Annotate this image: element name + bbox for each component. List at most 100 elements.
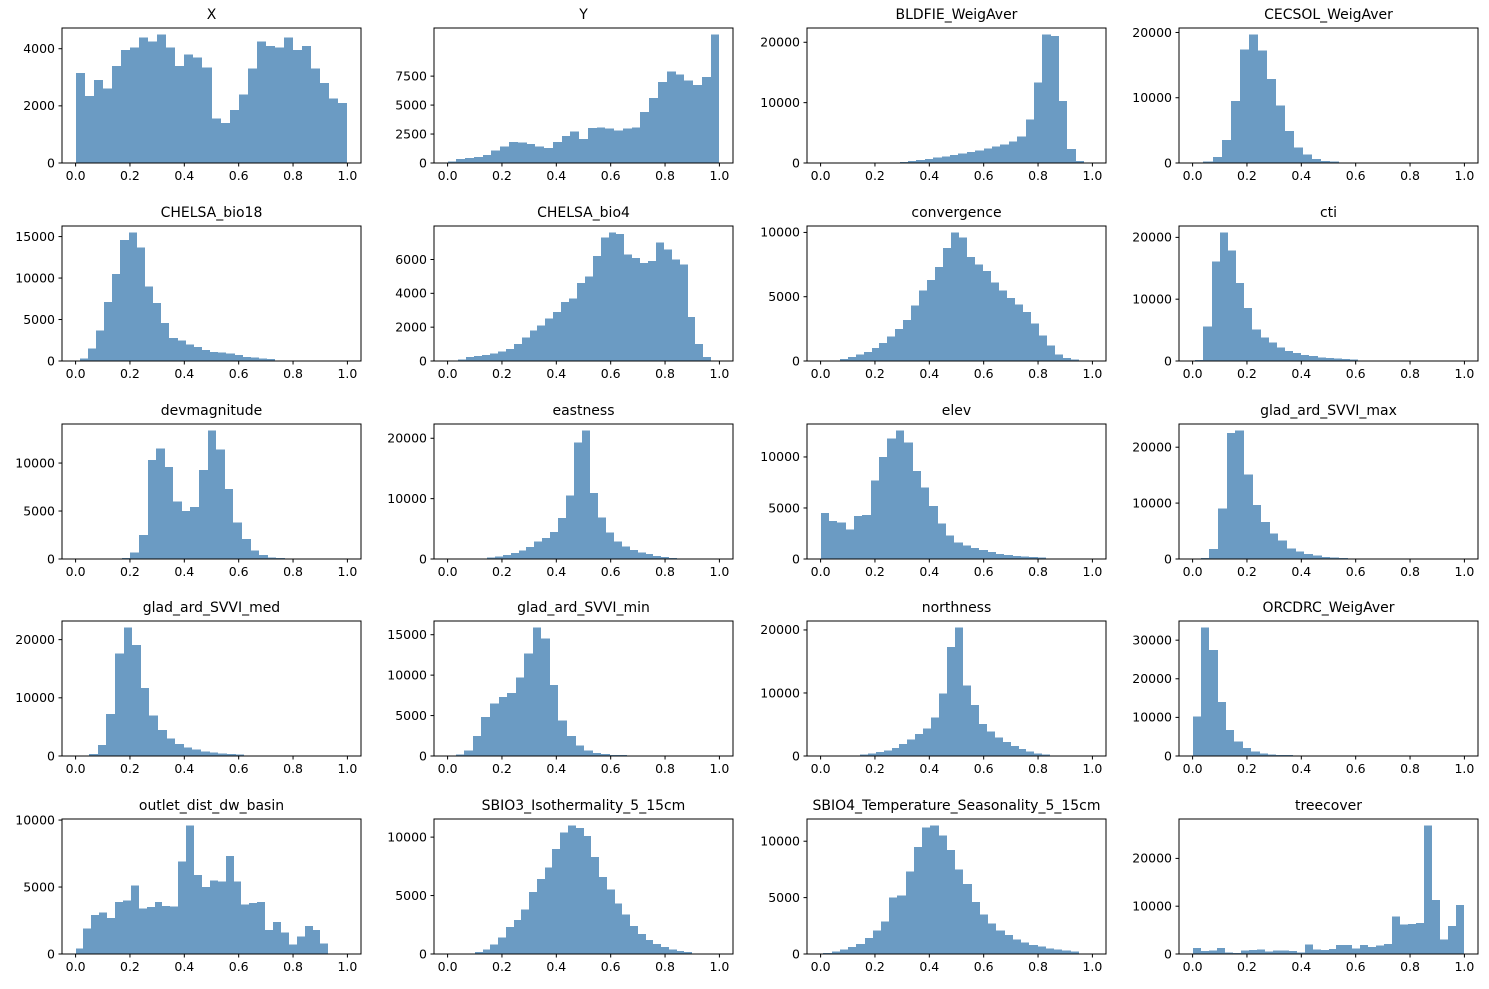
- histogram-bar: [632, 257, 641, 361]
- histogram-bar: [475, 952, 484, 955]
- x-tick-label: 0.2: [1237, 761, 1257, 776]
- histogram-bar: [1038, 335, 1047, 361]
- x-tick-label: 0.2: [1237, 959, 1257, 974]
- subplot-title: glad_ard_SVVI_max: [1260, 403, 1397, 419]
- histogram-bar: [593, 255, 602, 361]
- x-tick-label: 0.6: [229, 366, 249, 381]
- subplot-canvas: 0.0 0.2 0.4 0.6 0.8 1.0 0 10000 20000 glad_ard_SV…: [15, 600, 362, 776]
- histogram-bar: [162, 905, 170, 955]
- histogram-bar: [130, 47, 139, 163]
- histogram-bar: [1018, 749, 1026, 757]
- subplot-title: convergence: [911, 205, 1001, 221]
- x-tick-label: 1.0: [710, 959, 730, 974]
- y-tick-label: 10000: [760, 449, 800, 464]
- x-tick-label: 0.0: [1182, 366, 1202, 381]
- histogram-bar: [123, 900, 131, 955]
- axes-frame: [1178, 818, 1479, 955]
- histogram-bar: [921, 827, 930, 955]
- histogram-bar: [503, 554, 512, 559]
- histogram-bar: [83, 928, 91, 955]
- histogram-bar: [132, 645, 141, 757]
- histogram-bar: [888, 897, 897, 955]
- histogram-bar: [847, 947, 856, 955]
- subplot-SBIO4_Temperature_Seasonality_5_15cm: 0.0 0.2 0.4 0.6 0.8 1.0 0 5000 10000 SBIO4_Temper…: [745, 791, 1117, 989]
- histogram-bar: [576, 745, 585, 757]
- histogram-bar: [914, 734, 923, 757]
- y-tick-label: 20000: [15, 632, 55, 647]
- histogram-bar: [688, 316, 696, 361]
- histogram-bar: [535, 146, 545, 163]
- subplot-canvas: 0.0 0.2 0.4 0.6 0.8 1.0 0 5000 10000 SBIO3_Isothe…: [388, 798, 734, 974]
- y-tick-label: 0: [419, 749, 427, 764]
- histogram-bar: [920, 487, 929, 559]
- x-tick-label: 0.2: [865, 564, 885, 579]
- subplot-canvas: 0.0 0.2 0.4 0.6 0.8 1.0 0 5000 10000 devmagnitude: [15, 403, 362, 579]
- histogram-bar: [622, 545, 631, 559]
- subplot-canvas: 0.0 0.2 0.4 0.6 0.8 1.0 0 2000 4000 X: [23, 7, 362, 183]
- histogram-bar: [147, 907, 155, 955]
- histogram-bar: [863, 351, 872, 361]
- subplot-canvas: 0.0 0.2 0.4 0.6 0.8 1.0 0 10000 20000 cti: [1132, 205, 1479, 381]
- y-tick-label: 20000: [1132, 439, 1172, 454]
- subplot-canvas: 0.0 0.2 0.4 0.6 0.8 1.0 0 10000 20000 glad_ard_SV…: [1132, 403, 1479, 579]
- x-tick-label: 0.2: [120, 366, 140, 381]
- subplot-title: devmagnitude: [161, 403, 262, 419]
- histogram-bar: [1277, 540, 1287, 559]
- histogram-bar: [490, 944, 499, 955]
- histogram-bar: [871, 347, 879, 361]
- histogram-bar: [1341, 358, 1350, 361]
- x-tick-label: 0.0: [438, 366, 458, 381]
- x-tick-label: 1.0: [337, 168, 357, 183]
- histogram-bars: [1200, 430, 1348, 559]
- x-tick-label: 1.0: [337, 564, 357, 579]
- x-tick-label: 0.2: [1237, 366, 1257, 381]
- histogram-bar: [218, 753, 227, 757]
- y-tick-label: 2000: [23, 98, 55, 113]
- histogram-bar: [1230, 100, 1240, 163]
- histogram-bar: [474, 355, 483, 361]
- histogram-bar: [1243, 474, 1253, 559]
- histogram-bar: [567, 736, 577, 757]
- histogram-bar: [672, 259, 681, 361]
- x-tick-label: 0.0: [438, 168, 458, 183]
- axes-frame: [806, 423, 1106, 560]
- histogram-bar: [1276, 347, 1285, 361]
- histogram-bar: [906, 739, 915, 757]
- subplot-canvas: 0.0 0.2 0.4 0.6 0.8 1.0 0 10000 20000 treecover: [1132, 798, 1479, 974]
- x-tick-label: 0.4: [919, 168, 939, 183]
- y-tick-label: 5000: [23, 312, 55, 327]
- subplot-title: BLDFIE_WeigAver: [895, 7, 1017, 23]
- histogram-bar: [1252, 504, 1261, 559]
- y-tick-label: 5000: [768, 500, 800, 515]
- histogram-bar: [265, 930, 273, 955]
- histogram-bar: [614, 130, 624, 163]
- histogram-bar: [610, 755, 619, 757]
- y-tick-label: 20000: [388, 430, 428, 445]
- histogram-bar: [112, 273, 120, 361]
- histogram-bar: [562, 135, 571, 163]
- histogram-bar: [506, 927, 515, 955]
- histogram-bar: [983, 148, 992, 163]
- histogram-bar: [165, 466, 173, 559]
- histogram-bar: [937, 522, 946, 559]
- histogram-bar: [242, 538, 251, 559]
- x-tick-label: 0.6: [973, 761, 993, 776]
- histogram-bar: [293, 50, 302, 163]
- x-tick-label: 0.8: [283, 366, 303, 381]
- subplot-title: glad_ard_SVVI_med: [143, 600, 280, 616]
- histogram-bar: [550, 531, 559, 559]
- histogram-bar: [1020, 556, 1029, 559]
- histogram-bar: [120, 239, 129, 361]
- y-tick-label: 0: [792, 749, 800, 764]
- histogram-bar: [1192, 717, 1201, 757]
- axes-frame: [806, 27, 1106, 164]
- x-tick-label: 0.8: [655, 959, 675, 974]
- histogram-bar: [1070, 951, 1079, 955]
- histogram-bar: [1202, 326, 1212, 361]
- histogram-bar: [861, 514, 871, 559]
- x-tick-label: 0.4: [547, 959, 567, 974]
- histogram-bar: [473, 736, 482, 757]
- histogram-bar: [94, 80, 103, 163]
- histogram-bar: [1243, 307, 1252, 361]
- subplot-title: cti: [1320, 205, 1337, 221]
